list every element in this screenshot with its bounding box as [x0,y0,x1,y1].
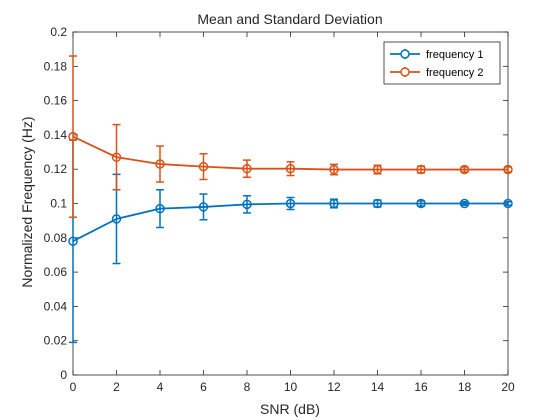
x-tick-label: 8 [244,380,251,394]
y-tick-label: 0.1 [50,197,67,211]
data-point [372,198,383,209]
y-tick-label: 0.08 [44,231,68,245]
data-point [111,152,122,162]
x-tick-label: 6 [200,380,207,394]
legend-entry-2: frequency 2 [390,67,483,79]
data-point [329,164,339,175]
y-tick-label: 0.12 [44,162,68,176]
series-line [72,135,508,171]
data-point [372,164,383,175]
chart-title: Mean and Standard Deviation [197,11,382,27]
y-tick-label: 0.18 [44,59,68,73]
x-tick-label: 20 [501,380,515,394]
legend-label: frequency 1 [426,49,483,61]
y-tick-label: 0 [60,368,67,382]
y-tick-label: 0.2 [50,25,67,39]
y-axis-label: Normalized Frequency (Hz) [19,116,35,287]
data-point [503,164,513,175]
legend-swatch-marker [400,67,410,77]
y-tick-label: 0.04 [44,299,68,313]
data-point [242,163,252,174]
legend-label: frequency 2 [426,67,483,79]
data-point [111,214,122,224]
data-point [68,131,78,142]
series-layer [68,55,513,344]
x-tick-label: 10 [284,380,298,394]
data-point [242,199,252,210]
legend: frequency 1 frequency 2 [383,41,501,85]
x-axis-label: SNR (dB) [260,401,320,417]
data-point [503,198,513,209]
x-tick-label: 12 [327,380,341,394]
data-point [198,161,209,172]
x-tick-label: 0 [70,380,77,394]
y-tick-label: 0.06 [44,265,68,279]
data-point [155,203,165,214]
data-point [416,198,426,209]
x-tick-label: 2 [113,380,120,394]
x-tick-label: 14 [371,380,385,394]
data-point [285,163,296,174]
y-tick-label: 0.02 [44,334,68,348]
data-point [416,164,426,175]
x-tick-label: 16 [414,380,428,394]
data-point [285,198,296,209]
data-point [329,198,339,209]
y-tick-label: 0.14 [44,128,68,142]
data-point [155,159,165,169]
data-point [198,202,209,212]
series-2 [68,55,513,218]
data-point [459,198,470,209]
data-point [68,236,78,246]
legend-box [383,41,501,85]
data-point [459,164,470,175]
legend-entry-1: frequency 1 [390,49,483,61]
legend-swatch-marker [400,49,410,59]
series-line [72,202,508,243]
y-tick-label: 0.16 [44,94,68,108]
x-tick-label: 4 [157,380,164,394]
x-tick-label: 18 [458,380,472,394]
